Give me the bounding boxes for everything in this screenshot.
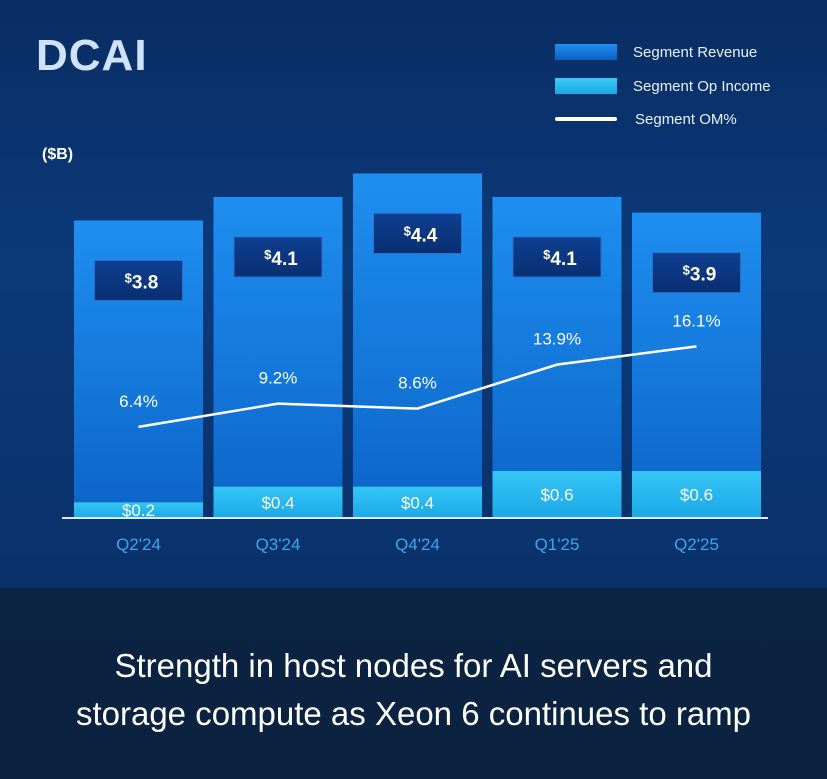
om-percent-line <box>138 345 697 429</box>
om-percent-label: 13.9% <box>533 330 581 349</box>
op-income-bar <box>632 471 761 518</box>
footer-caption-line-2: storage compute as Xeon 6 continues to r… <box>75 695 752 732</box>
x-tick-label: Q2'24 <box>116 535 161 554</box>
op-income-value-label: $0.6 <box>540 486 573 505</box>
revenue-value-box <box>94 259 183 301</box>
legend-label-om: Segment OM% <box>635 110 737 128</box>
revenue-value-label: $4.1 <box>543 247 577 270</box>
om-percent-label: 16.1% <box>672 311 720 330</box>
legend-label-revenue: Segment Revenue <box>633 43 758 61</box>
revenue-value-box <box>373 212 462 254</box>
op-income-bar <box>213 486 343 518</box>
unit-label: ($B) <box>42 146 74 163</box>
op-income-bar <box>74 502 203 518</box>
bar-chart: $3.8 $0.2 6.4% Q2'24 $4.1 $0.4 9.2% Q3'24 $4.4 $0… <box>62 173 768 554</box>
om-percent-label: 9.2% <box>259 369 298 388</box>
legend-swatch-revenue <box>555 44 617 60</box>
om-percent-label: 6.4% <box>119 392 158 411</box>
op-income-value-label: $0.4 <box>261 493 294 512</box>
revenue-value-label: $3.8 <box>125 270 159 293</box>
om-percent-label: 8.6% <box>398 374 437 393</box>
legend-label-op-income: Segment Op Income <box>633 77 771 95</box>
revenue-value-box <box>652 252 741 294</box>
footer-band <box>0 588 827 779</box>
revenue-value-box <box>512 236 602 278</box>
legend-item-segment-revenue: Segment Revenue <box>555 41 757 63</box>
footer-caption: Strength in host nodes for AI servers an… <box>0 642 827 738</box>
legend-swatch-op-income <box>555 78 617 94</box>
revenue-value-label: $3.9 <box>683 263 717 286</box>
revenue-value-label: $4.4 <box>404 223 438 246</box>
op-income-value-label: $0.2 <box>122 501 155 520</box>
x-tick-label: Q1'25 <box>535 535 580 554</box>
op-income-bar <box>353 486 482 518</box>
x-tick-label: Q2'25 <box>674 535 719 554</box>
op-income-value-label: $0.4 <box>401 493 434 512</box>
revenue-value-box <box>233 236 323 278</box>
x-tick-label: Q4'24 <box>395 535 440 554</box>
legend-item-segment-om: Segment OM% <box>555 108 737 130</box>
op-income-value-label: $0.6 <box>680 486 713 505</box>
footer-caption-line-1: Strength in host nodes for AI servers an… <box>114 647 713 684</box>
revenue-value-label: $4.1 <box>264 247 298 270</box>
legend-swatch-om-line <box>555 117 617 121</box>
chart-title: DCAI <box>36 31 148 80</box>
x-tick-label: Q3'24 <box>256 535 301 554</box>
op-income-bar <box>492 471 622 518</box>
legend-item-segment-op-income: Segment Op Income <box>555 75 771 97</box>
